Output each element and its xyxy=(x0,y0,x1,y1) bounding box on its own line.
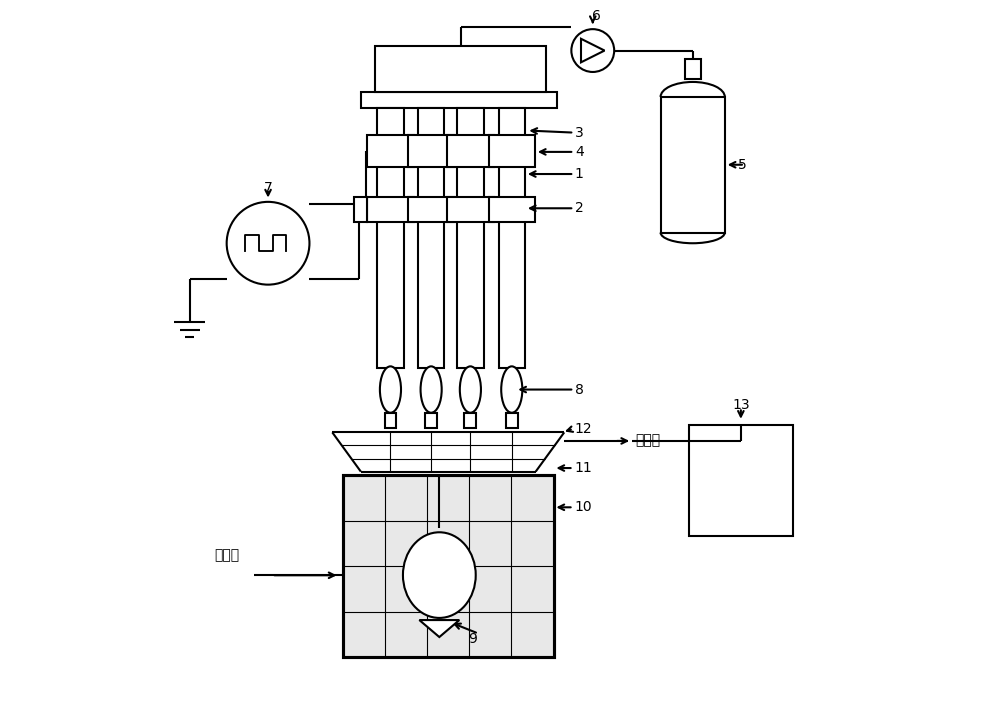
Bar xyxy=(457,108,484,368)
Bar xyxy=(377,108,404,368)
Bar xyxy=(447,135,494,167)
Bar xyxy=(354,197,367,222)
Text: 11: 11 xyxy=(575,461,593,475)
Bar xyxy=(361,92,557,108)
Text: 8: 8 xyxy=(575,383,584,396)
Text: 3: 3 xyxy=(575,126,584,139)
Text: 出水口: 出水口 xyxy=(636,433,661,447)
Text: 6: 6 xyxy=(592,9,601,23)
Bar xyxy=(489,135,535,167)
Bar xyxy=(375,45,546,92)
Ellipse shape xyxy=(380,366,401,413)
Text: 2: 2 xyxy=(575,201,584,215)
Text: 1: 1 xyxy=(575,167,584,181)
Text: 13: 13 xyxy=(732,399,750,412)
Polygon shape xyxy=(581,39,605,62)
Bar xyxy=(489,197,535,222)
Bar xyxy=(499,108,525,368)
Ellipse shape xyxy=(460,366,481,413)
Bar xyxy=(689,425,793,536)
Text: 5: 5 xyxy=(738,157,746,172)
Ellipse shape xyxy=(501,366,522,413)
Bar xyxy=(447,197,494,222)
Circle shape xyxy=(227,202,309,284)
Text: 9: 9 xyxy=(468,632,477,646)
Polygon shape xyxy=(419,620,459,637)
Bar xyxy=(418,108,444,368)
Bar xyxy=(408,197,454,222)
Circle shape xyxy=(571,29,614,72)
Bar xyxy=(425,413,437,428)
Bar xyxy=(408,135,454,167)
Bar xyxy=(367,135,414,167)
Text: 4: 4 xyxy=(575,145,584,159)
Ellipse shape xyxy=(403,532,476,618)
Bar xyxy=(385,413,396,428)
Text: 进水口: 进水口 xyxy=(215,548,240,562)
Ellipse shape xyxy=(421,366,442,413)
Text: 7: 7 xyxy=(264,180,272,194)
Bar xyxy=(367,197,414,222)
Text: 10: 10 xyxy=(575,500,593,514)
Bar xyxy=(464,413,476,428)
Bar xyxy=(685,59,701,79)
Bar xyxy=(661,97,725,232)
Text: 12: 12 xyxy=(575,422,593,436)
Bar xyxy=(343,475,554,657)
Bar xyxy=(506,413,518,428)
